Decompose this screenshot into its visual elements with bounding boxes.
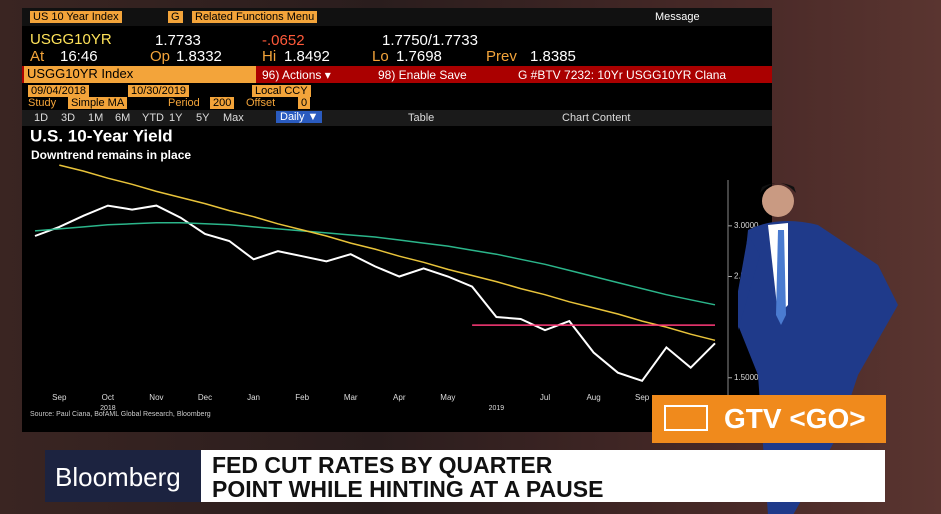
hair: [760, 183, 796, 193]
enable-save[interactable]: 98) Enable Save: [378, 68, 467, 82]
head: [762, 185, 794, 217]
prev-label: Prev: [486, 48, 517, 65]
chart-id: G #BTV 7232: 10Yr USGG10YR Clana: [518, 68, 727, 82]
period-label: Period: [168, 97, 200, 109]
high-label: Hi: [262, 48, 277, 65]
security-box[interactable]: US 10 Year Index: [30, 11, 122, 23]
year-label: 2018: [100, 405, 116, 412]
range-button[interactable]: 6M: [115, 112, 131, 124]
study[interactable]: Simple MA: [68, 97, 128, 109]
x-tick-label: Apr: [393, 393, 406, 402]
series-line: [59, 164, 716, 342]
last: 1.7733: [155, 32, 201, 49]
range-button[interactable]: 3D: [61, 112, 76, 124]
chart-content[interactable]: Chart Content: [562, 112, 631, 124]
tie: [776, 230, 786, 325]
offset-label: Offset: [246, 97, 276, 109]
message[interactable]: Message: [655, 11, 700, 23]
low-label: Lo: [372, 48, 389, 65]
x-tick-label: Jul: [540, 393, 550, 402]
headline-line: POINT WHILE HINTING AT A PAUSE: [212, 476, 604, 502]
x-tick-label: Aug: [586, 393, 600, 402]
gtv-icon: [664, 405, 708, 431]
function-code[interactable]: GTV <GO>: [724, 403, 866, 434]
start-date[interactable]: 09/04/2018: [28, 85, 90, 97]
x-tick-label: Nov: [149, 393, 163, 402]
ticker: USGG10YR: [30, 31, 112, 48]
x-tick-label: Sep: [52, 393, 67, 402]
x-tick-label: May: [440, 393, 455, 402]
actions[interactable]: 96) Actions ▾: [262, 68, 331, 82]
x-tick-label: Oct: [102, 393, 115, 402]
high: 1.8492: [284, 48, 330, 65]
related-menu[interactable]: Related Functions Menu: [192, 11, 318, 23]
frequency[interactable]: Daily ▼: [276, 111, 323, 123]
chart-subtitle: Downtrend remains in place: [31, 148, 191, 162]
range-button[interactable]: 5Y: [196, 112, 210, 124]
range-button[interactable]: YTD: [142, 112, 164, 124]
range-button[interactable]: 1M: [88, 112, 104, 124]
open: 1.8332: [176, 48, 222, 65]
currency[interactable]: Local CCY: [252, 85, 311, 97]
chart-title: U.S. 10-Year Yield: [30, 126, 173, 145]
range-button[interactable]: Max: [223, 112, 244, 124]
x-tick-label: Feb: [295, 393, 309, 402]
table[interactable]: Table: [408, 112, 435, 124]
bid-ask: 1.7750/1.7733: [382, 32, 478, 49]
series-line: [34, 222, 716, 306]
series-line: [34, 204, 716, 382]
brand: Bloomberg: [55, 462, 181, 492]
time: 16:46: [60, 48, 98, 65]
offset[interactable]: 0: [298, 97, 311, 109]
g-box[interactable]: G: [168, 11, 183, 23]
arm: [732, 235, 760, 330]
index-name: USGG10YR Index: [24, 66, 256, 83]
period[interactable]: 200: [210, 97, 235, 109]
x-tick-label: Jan: [247, 393, 260, 402]
at-label: At: [30, 48, 45, 65]
range-button[interactable]: 1Y: [169, 112, 183, 124]
change: -.0652: [262, 32, 305, 49]
brand-box: Bloomberg: [45, 450, 201, 502]
end-date[interactable]: 10/30/2019: [128, 85, 190, 97]
function-box: GTV <GO>: [652, 395, 886, 443]
headline-line: FED CUT RATES BY QUARTER: [212, 452, 553, 478]
open-label: Op: [150, 48, 171, 65]
year-label: 2019: [489, 405, 505, 412]
x-tick-label: Dec: [198, 393, 212, 402]
source: Source: Paul Ciana, BofAML Global Resear…: [30, 411, 211, 418]
low: 1.7698: [396, 48, 442, 65]
x-tick-label: Mar: [344, 393, 358, 402]
y-tick-label: 3.0000: [734, 221, 759, 230]
range-bar: [22, 110, 772, 126]
study-label: Study: [28, 97, 57, 109]
y-tick-label: 1.5000: [734, 373, 759, 382]
range-button[interactable]: 1D: [34, 112, 49, 124]
x-tick-label: Sep: [635, 393, 650, 402]
prev: 1.8385: [530, 48, 576, 65]
